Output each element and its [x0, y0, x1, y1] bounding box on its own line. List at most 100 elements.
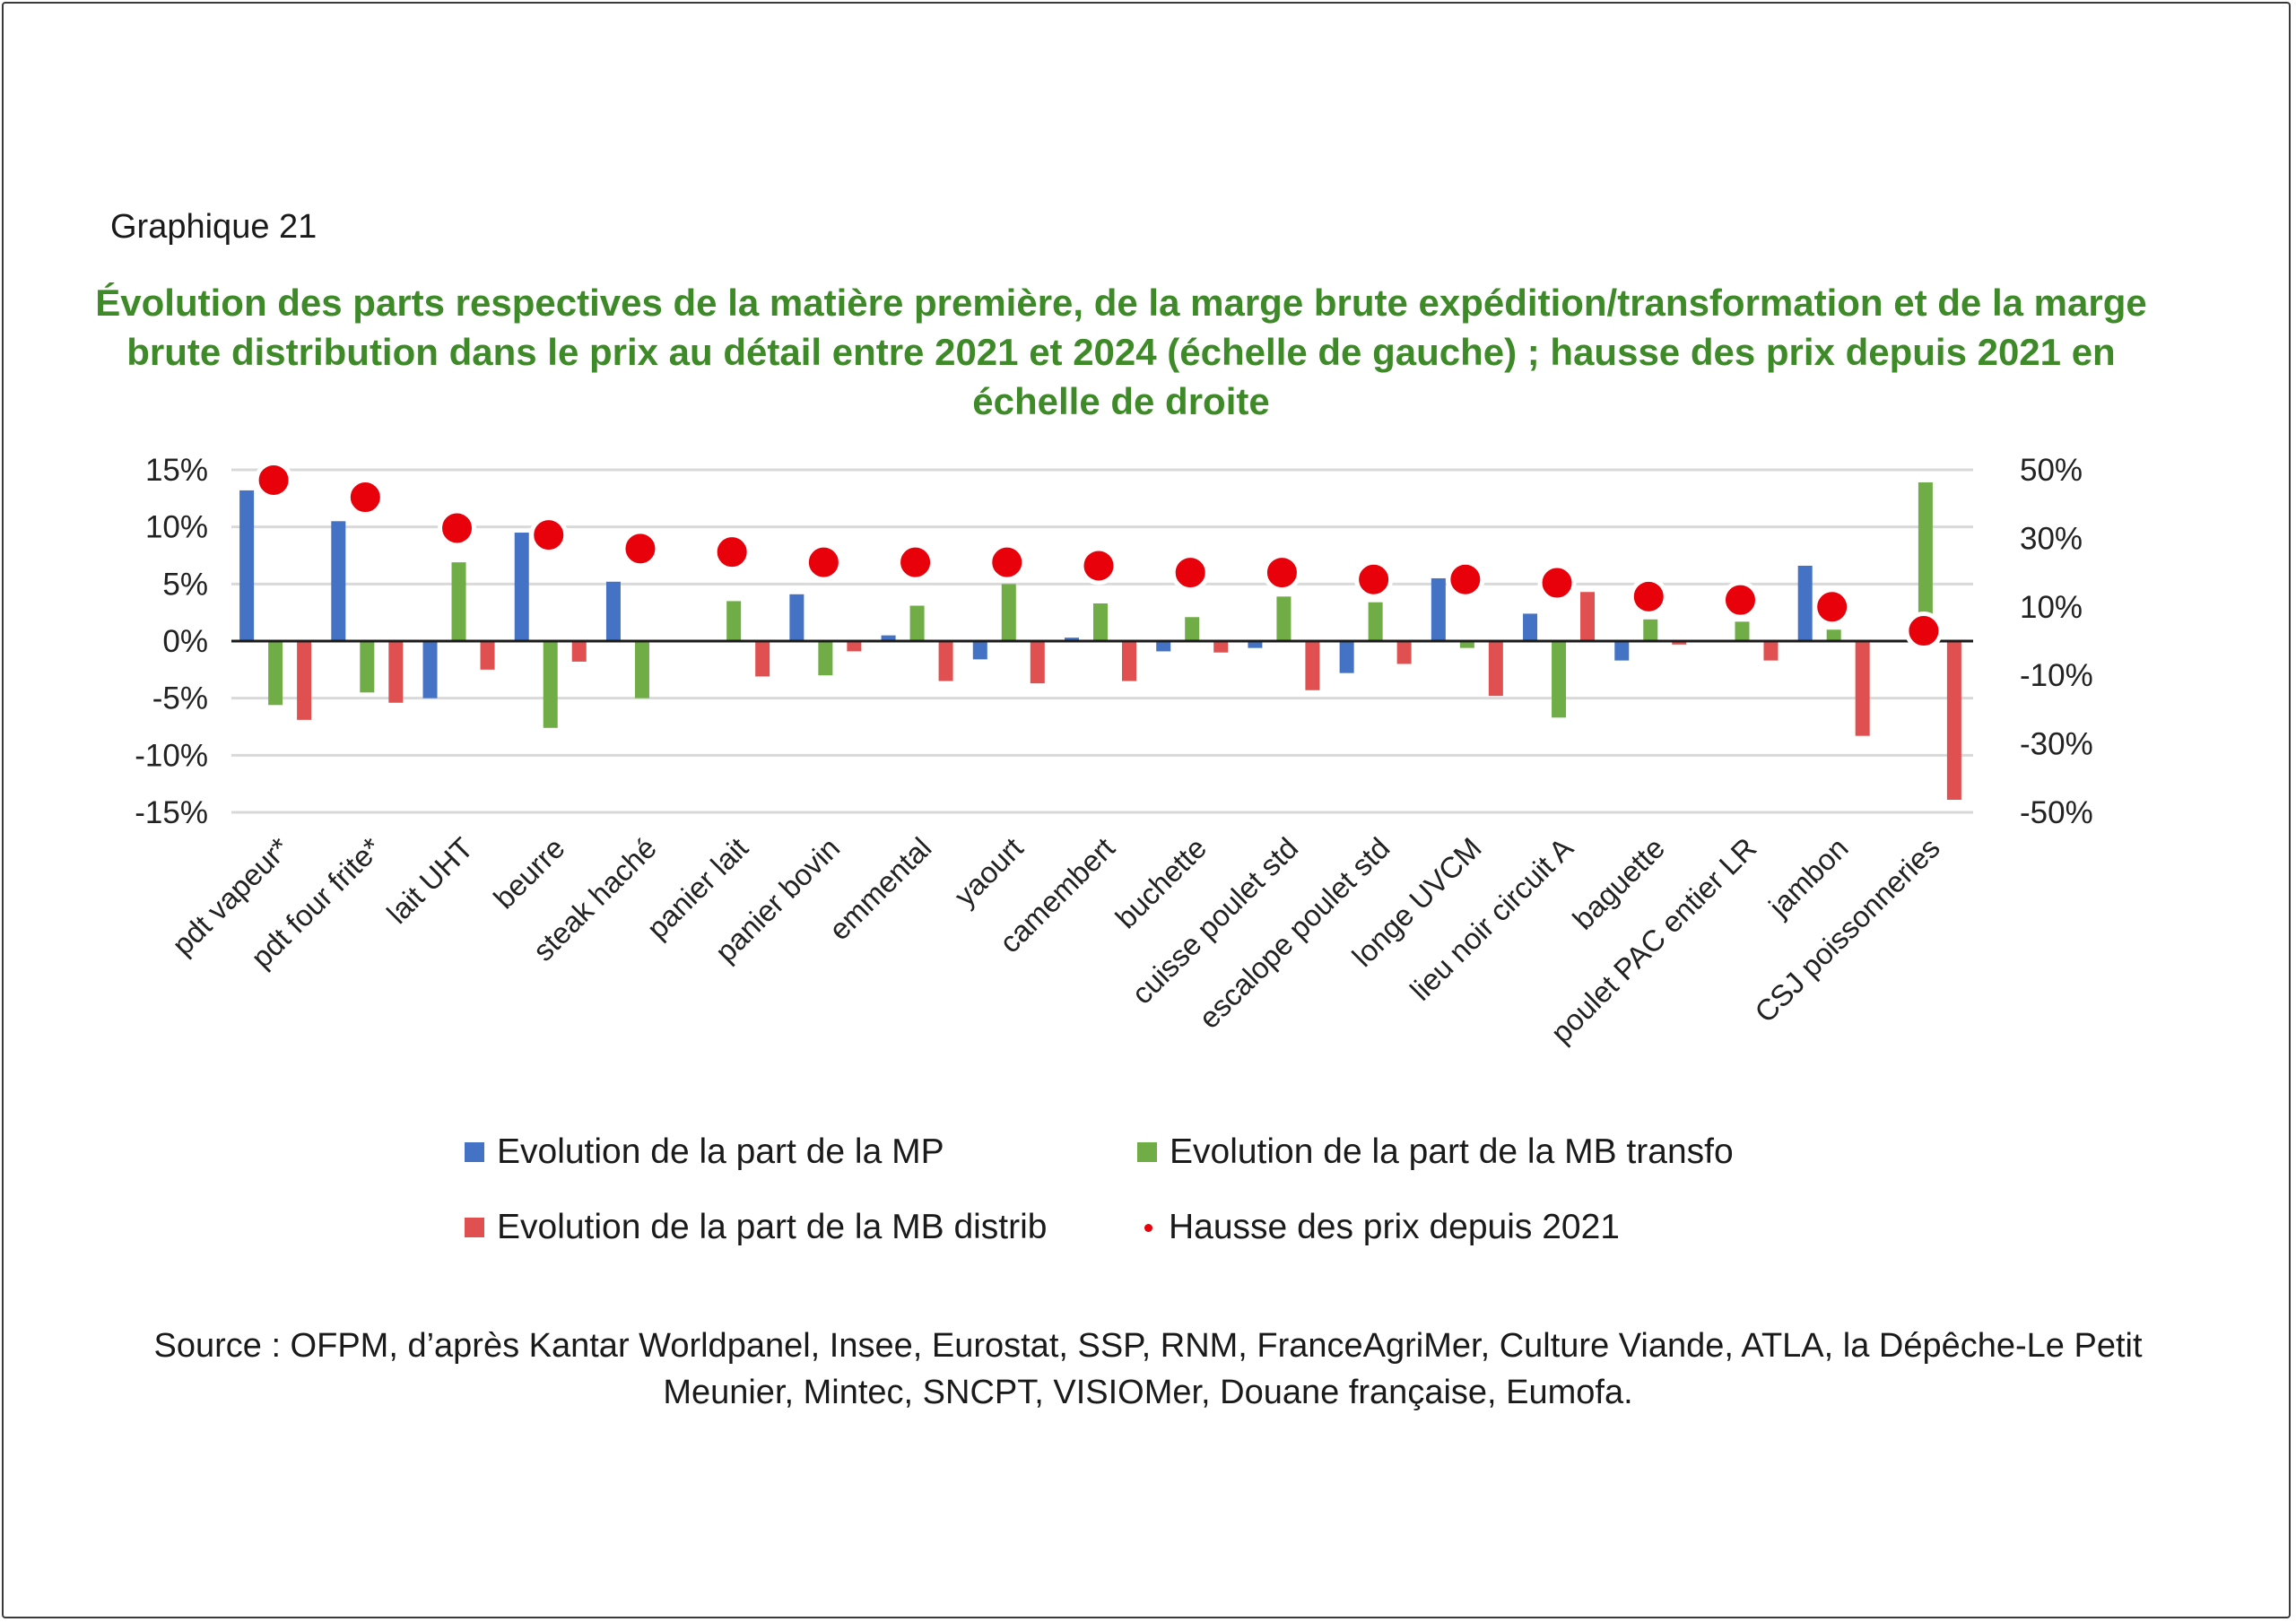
price-dot — [1813, 587, 1852, 627]
price-dot — [254, 460, 293, 499]
bar-mb-transfo — [1276, 596, 1292, 641]
y-left-tick: 0% — [162, 624, 208, 659]
bar-mb-distrib — [571, 641, 587, 662]
price-dot — [1720, 580, 1760, 620]
bar-mb-transfo — [1735, 621, 1750, 641]
bar-mp — [1156, 641, 1171, 652]
price-dot — [1537, 563, 1577, 603]
category-label: lieu noir circuit A — [1404, 831, 1579, 1007]
legend-item-hausse: Hausse des prix depuis 2021 — [1137, 1208, 1620, 1247]
bar-mp — [1248, 641, 1263, 648]
bar-mb-distrib — [755, 641, 770, 677]
bar-mb-transfo — [726, 601, 742, 641]
price-dot — [345, 478, 385, 517]
price-dot — [438, 508, 477, 548]
bar-mb-transfo — [634, 641, 649, 698]
bar-mb-transfo — [543, 641, 558, 728]
bar-mb-distrib — [1946, 641, 1961, 800]
bar-mp — [881, 635, 896, 641]
bar-mp — [972, 641, 987, 660]
bar-mb-transfo — [818, 641, 833, 676]
bar-mb-transfo — [1826, 629, 1841, 641]
price-dot — [804, 542, 843, 582]
bar-mb-transfo — [909, 605, 925, 641]
price-dot — [621, 529, 660, 568]
bar-mb-distrib — [938, 641, 953, 681]
graph-label: Graphique 21 — [110, 208, 317, 246]
bar-mb-distrib — [1672, 641, 1687, 645]
category-label: lait UHT — [380, 831, 479, 930]
legend-item-mp: Evolution de la part de la MP — [465, 1132, 944, 1172]
y-left-tick: 5% — [162, 567, 208, 602]
bar-mp — [605, 581, 621, 641]
bar-mp — [331, 521, 346, 641]
bar-mb-transfo — [1368, 602, 1383, 641]
legend-swatch-mb-distrib — [465, 1218, 484, 1237]
bar-mb-distrib — [1030, 641, 1045, 684]
legend-label-hausse: Hausse des prix depuis 2021 — [1169, 1208, 1620, 1246]
y-right-tick: 30% — [2020, 521, 2083, 556]
bar-mb-distrib — [1580, 592, 1596, 641]
bar-mp — [1065, 638, 1079, 641]
bar-mb-distrib — [1855, 641, 1870, 736]
bar-mp — [1339, 641, 1354, 673]
y-right-tick: 50% — [2020, 453, 2083, 488]
bar-mb-transfo — [1459, 641, 1474, 648]
legend-dot-hausse — [1144, 1223, 1152, 1232]
bar-mb-distrib — [297, 641, 312, 720]
bar-mb-transfo — [1185, 617, 1200, 641]
price-dot — [1262, 553, 1301, 593]
bar-mb-distrib — [1122, 641, 1136, 681]
category-label: yaourt — [948, 831, 1030, 913]
price-dot — [987, 542, 1027, 582]
bar-mb-distrib — [1396, 641, 1412, 664]
price-dot — [1904, 612, 1944, 651]
bar-mb-transfo — [268, 641, 283, 706]
legend-item-mb-distrib: Evolution de la part de la MB distrib — [465, 1208, 1048, 1247]
price-dot — [1079, 546, 1118, 585]
bar-mb-distrib — [388, 641, 404, 703]
legend-swatch-mb-transfo — [1137, 1142, 1157, 1162]
y-right-tick: -30% — [2020, 727, 2093, 762]
legend-item-mb-transfo: Evolution de la part de la MB transfo — [1137, 1132, 1734, 1172]
bar-mp — [1797, 565, 1813, 641]
bar-mb-distrib — [1763, 641, 1779, 661]
bar-mp — [1614, 641, 1630, 661]
bar-mb-transfo — [1093, 603, 1108, 641]
price-dot — [1354, 559, 1394, 599]
category-label: jambon — [1761, 831, 1854, 924]
legend-label-mb-distrib: Evolution de la part de la MB distrib — [497, 1208, 1048, 1246]
legend-label-mb-transfo: Evolution de la part de la MB transfo — [1170, 1132, 1734, 1171]
bar-mp — [239, 490, 255, 641]
source-note: Source : OFPM, d’après Kantar Worldpanel… — [153, 1327, 2143, 1411]
price-dot — [529, 516, 569, 555]
y-left-tick: -5% — [152, 681, 208, 716]
bar-mb-transfo — [1643, 619, 1658, 641]
price-dot — [1629, 577, 1668, 616]
y-left-tick: -15% — [135, 795, 208, 830]
bar-mb-transfo — [1918, 482, 1933, 641]
y-right-tick: 10% — [2020, 590, 2083, 625]
y-right-tick: -50% — [2020, 795, 2093, 830]
legend-swatch-mp — [465, 1142, 484, 1162]
category-label: cuisse poulet std — [1125, 831, 1304, 1010]
bar-mp — [1431, 577, 1446, 641]
bar-mp — [789, 594, 804, 641]
bar-mb-transfo — [1552, 641, 1567, 718]
bar-mb-distrib — [480, 641, 495, 670]
legend-label-mp: Evolution de la part de la MP — [497, 1132, 944, 1171]
y-left-tick: 15% — [145, 453, 208, 488]
bar-mb-transfo — [451, 562, 466, 641]
y-right-tick: -10% — [2020, 658, 2093, 693]
bar-mp — [422, 641, 438, 698]
bar-mb-distrib — [1305, 641, 1320, 690]
chart-title: Évolution des parts respectives de la ma… — [95, 282, 2147, 422]
price-dot — [896, 542, 935, 582]
bar-mp — [514, 533, 529, 641]
bar-mb-transfo — [1001, 584, 1016, 641]
y-left-tick: 10% — [145, 510, 208, 545]
category-label: beurre — [487, 831, 571, 915]
bar-mp — [1523, 613, 1538, 641]
